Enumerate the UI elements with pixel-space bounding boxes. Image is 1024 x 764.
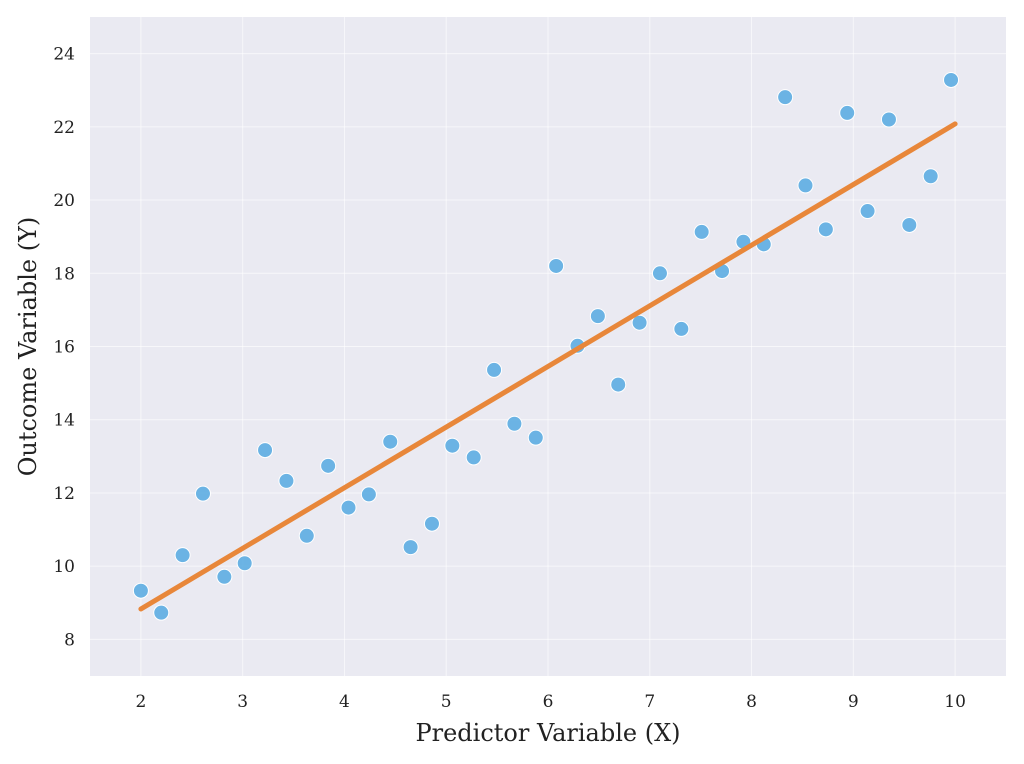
y-tick-label: 8	[64, 630, 75, 650]
y-tick-label: 14	[53, 411, 75, 431]
x-tick-label: 9	[848, 692, 859, 712]
data-point	[631, 314, 648, 331]
data-point	[817, 221, 834, 238]
x-tick-label: 10	[944, 692, 966, 712]
y-tick-label: 12	[53, 484, 75, 504]
data-point	[340, 499, 357, 516]
data-point	[673, 320, 690, 337]
data-point	[360, 486, 377, 503]
x-tick-label: 7	[644, 692, 655, 712]
data-point	[320, 457, 337, 474]
data-point	[382, 433, 399, 450]
data-point	[943, 71, 960, 88]
data-point	[194, 485, 211, 502]
data-point	[922, 168, 939, 185]
y-tick-label: 22	[53, 118, 75, 138]
data-point	[777, 89, 794, 106]
y-tick-label: 18	[53, 264, 75, 284]
y-tick-label: 24	[53, 45, 75, 65]
data-point	[486, 361, 503, 378]
data-point	[298, 527, 315, 544]
gridlines	[90, 17, 1006, 676]
trend-line	[138, 121, 958, 612]
data-point	[693, 223, 710, 240]
data-point	[651, 265, 668, 282]
x-tick-label: 6	[543, 692, 554, 712]
x-axis-ticks: 2 3 4 5 6 7 8 9 10	[135, 692, 965, 712]
trend-line-layer	[138, 121, 958, 612]
data-point	[444, 437, 461, 454]
data-point	[506, 415, 523, 432]
data-point	[257, 442, 274, 459]
y-axis-ticks: 8 10 12 14 16 18 20 22 24	[53, 45, 75, 651]
x-tick-label: 4	[339, 692, 350, 712]
x-axis-label: Predictor Variable (X)	[415, 719, 680, 747]
data-point	[132, 582, 149, 599]
data-point	[153, 604, 170, 621]
data-point	[174, 547, 191, 564]
data-point	[465, 449, 482, 466]
x-tick-label: 3	[237, 692, 248, 712]
x-tick-label: 2	[135, 692, 146, 712]
data-point	[402, 539, 419, 556]
data-point	[589, 308, 606, 325]
data-points	[132, 71, 960, 621]
y-tick-label: 20	[53, 191, 75, 211]
y-tick-label: 10	[53, 557, 75, 577]
x-tick-label: 5	[441, 692, 452, 712]
data-point	[880, 111, 897, 128]
data-point	[548, 257, 565, 274]
data-point	[278, 472, 295, 489]
data-point	[859, 203, 876, 220]
data-point	[216, 568, 233, 585]
x-tick-label: 8	[746, 692, 757, 712]
y-tick-label: 16	[53, 338, 75, 358]
data-point	[797, 177, 814, 194]
data-point	[423, 515, 440, 532]
data-point	[901, 216, 918, 233]
data-point	[839, 104, 856, 121]
data-point	[527, 429, 544, 446]
data-point	[610, 376, 627, 393]
data-point	[236, 555, 253, 572]
y-axis-label: Outcome Variable (Y)	[14, 217, 42, 477]
